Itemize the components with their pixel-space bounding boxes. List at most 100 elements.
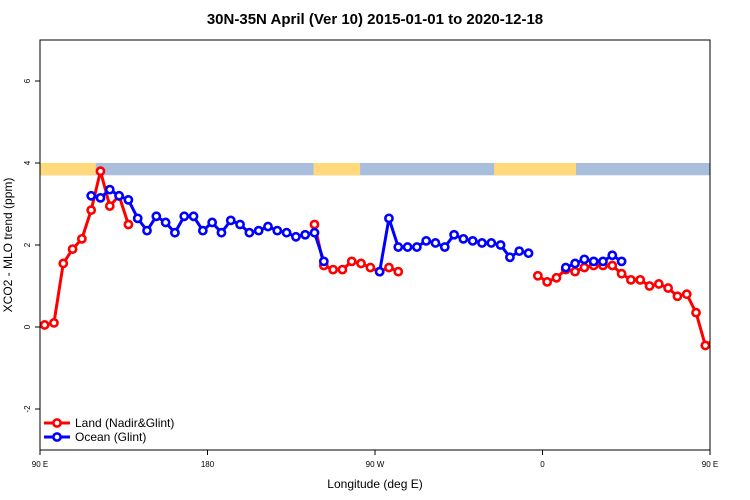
y-axis-label: XCO2 - MLO trend (ppm) bbox=[1, 178, 15, 313]
ocean-point bbox=[216, 227, 227, 238]
y-tick-label: 4 bbox=[23, 160, 32, 165]
x-axis: 90 E 180 90 W 0 90 E bbox=[32, 450, 718, 469]
ocean-point bbox=[188, 211, 199, 222]
land-point bbox=[570, 266, 580, 277]
ocean-point bbox=[281, 227, 292, 238]
ocean-point bbox=[151, 211, 162, 222]
land-point bbox=[607, 260, 618, 271]
ocean-point bbox=[570, 258, 580, 269]
land-point bbox=[49, 317, 59, 328]
x-axis-label: Longitude (deg E) bbox=[327, 477, 422, 491]
ocean-point bbox=[402, 242, 413, 252]
ocean-point bbox=[263, 221, 273, 232]
land-series-line bbox=[44, 169, 130, 327]
land-point bbox=[384, 262, 394, 273]
plot-frame bbox=[39, 39, 711, 451]
land-point bbox=[123, 219, 134, 230]
x-tick-label: 90 W bbox=[366, 460, 385, 469]
y-tick-label: -2 bbox=[23, 405, 32, 413]
ocean-point bbox=[272, 225, 283, 236]
ocean-point bbox=[393, 242, 404, 252]
ocean-point bbox=[560, 262, 571, 273]
ocean-point bbox=[309, 227, 320, 238]
land-point bbox=[700, 340, 710, 351]
ocean-point bbox=[123, 194, 134, 205]
y-axis: -2 0 2 4 6 bbox=[23, 78, 40, 413]
ocean-point bbox=[523, 248, 534, 259]
ocean-point bbox=[318, 256, 329, 267]
ocean-point bbox=[458, 233, 469, 244]
ocean-legend-label: Ocean (Glint) bbox=[75, 430, 146, 444]
ocean-point bbox=[104, 184, 115, 195]
land-point bbox=[346, 256, 357, 267]
land-point bbox=[356, 258, 366, 269]
series-layer bbox=[40, 166, 746, 351]
land-point bbox=[95, 166, 106, 177]
land-point bbox=[579, 262, 590, 273]
ocean-point bbox=[160, 217, 171, 228]
land-point bbox=[616, 268, 627, 279]
ocean-point bbox=[486, 238, 497, 248]
chart-title: 30N-35N April (Ver 10) 2015-01-01 to 202… bbox=[207, 11, 543, 28]
land-point bbox=[532, 270, 543, 281]
land-point bbox=[40, 320, 50, 330]
ocean-point bbox=[291, 231, 301, 242]
ocean-point bbox=[86, 190, 97, 201]
land-point bbox=[58, 258, 69, 269]
land-point bbox=[67, 244, 78, 254]
ocean-point bbox=[225, 215, 236, 226]
ocean-point bbox=[421, 235, 432, 246]
land-point bbox=[672, 291, 683, 302]
y-tick-label: 6 bbox=[23, 78, 32, 83]
ocean-point bbox=[607, 250, 618, 261]
land-point bbox=[76, 233, 87, 244]
land-point bbox=[681, 289, 692, 300]
y-tick-label: 0 bbox=[23, 324, 32, 329]
land-point bbox=[644, 281, 655, 291]
ocean-point bbox=[142, 225, 152, 236]
ocean-point bbox=[253, 225, 264, 236]
ocean-point bbox=[616, 256, 627, 267]
land-point bbox=[739, 260, 746, 267]
land-series-line bbox=[537, 264, 710, 347]
ocean-point bbox=[244, 227, 255, 238]
land-point bbox=[104, 201, 115, 211]
land-point bbox=[551, 272, 562, 283]
land-point bbox=[337, 264, 348, 275]
ocean-point bbox=[374, 266, 385, 277]
ocean-point bbox=[132, 213, 143, 224]
ocean-point bbox=[588, 256, 599, 267]
x-tick-label: 90 E bbox=[32, 460, 48, 469]
land-point bbox=[542, 276, 553, 287]
legend: Land (Nadir&Glint)Ocean (Glint) bbox=[44, 416, 174, 444]
ocean-point bbox=[197, 225, 208, 236]
land-point bbox=[730, 317, 737, 324]
ocean-point bbox=[384, 213, 394, 224]
land-point bbox=[309, 219, 320, 230]
ocean-point bbox=[514, 246, 525, 257]
ocean-point bbox=[430, 238, 441, 248]
ocean-point bbox=[207, 217, 218, 228]
ocean-legend-marker bbox=[52, 432, 62, 442]
ocean-point bbox=[439, 242, 450, 252]
x-tick-label: 90 E bbox=[702, 460, 718, 469]
ocean-point bbox=[170, 227, 180, 238]
ocean-point bbox=[411, 242, 422, 252]
land-ocean-strip bbox=[40, 163, 750, 176]
ocean-point bbox=[579, 254, 590, 265]
land-point bbox=[653, 279, 664, 289]
land-point bbox=[709, 337, 710, 341]
ocean-point bbox=[300, 229, 311, 240]
ocean-point bbox=[598, 256, 608, 267]
ocean-point bbox=[467, 235, 478, 246]
land-point bbox=[635, 274, 646, 285]
ocean-point bbox=[95, 192, 106, 203]
land-legend-label: Land (Nadir&Glint) bbox=[75, 416, 174, 430]
land-point bbox=[86, 205, 97, 216]
land-strip-segment bbox=[710, 163, 750, 175]
land-point bbox=[365, 262, 376, 273]
land-point bbox=[393, 266, 404, 277]
y-tick-label: 2 bbox=[23, 242, 32, 247]
land-point bbox=[691, 307, 701, 318]
